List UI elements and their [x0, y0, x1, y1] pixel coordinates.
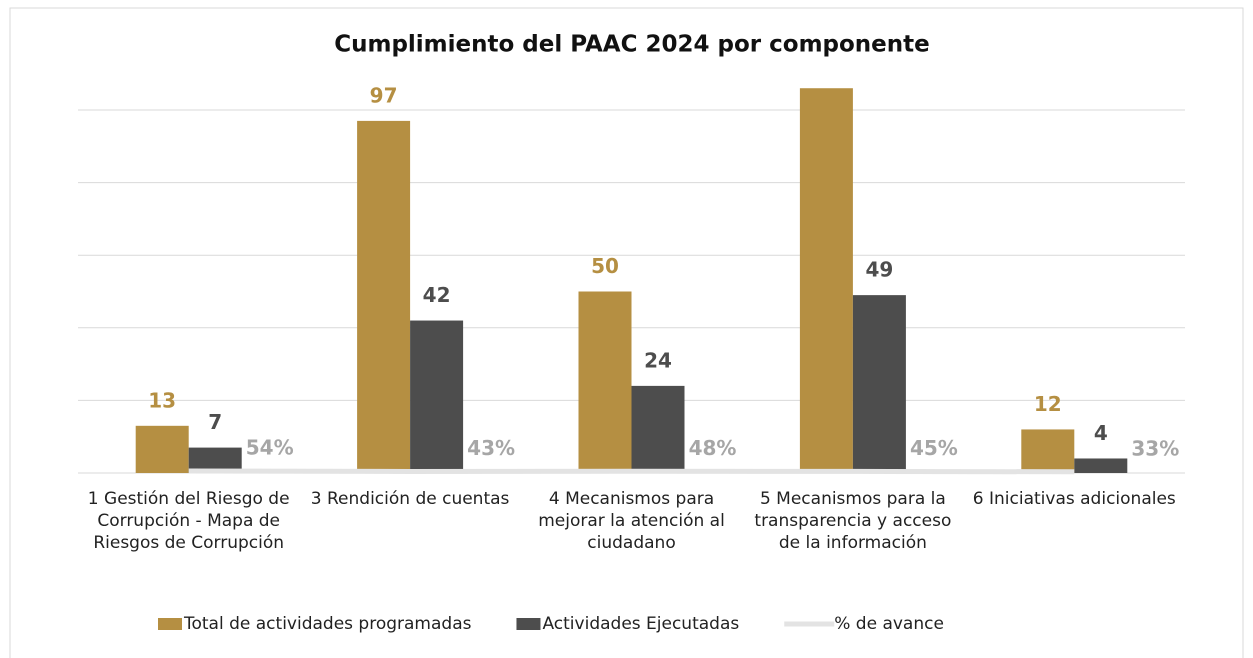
chart-title: Cumplimiento del PAAC 2024 por component…: [334, 32, 930, 58]
legend-swatch: [158, 618, 182, 630]
line: [188, 468, 1075, 475]
data-label: 97: [370, 83, 398, 107]
bar: [135, 425, 189, 473]
data-label: 49: [865, 258, 893, 282]
data-label: 48%: [689, 436, 737, 460]
bar: [1021, 429, 1075, 473]
bar: [852, 295, 906, 473]
data-label: 54%: [246, 436, 294, 460]
x-tick-label: 3 Rendición de cuentas: [310, 489, 510, 509]
bar: [799, 88, 853, 473]
bar: [1074, 458, 1128, 473]
bar: [631, 385, 685, 473]
data-label: 42: [423, 283, 451, 307]
legend-label: Actividades Ejecutadas: [542, 614, 739, 634]
data-label: 4: [1094, 421, 1108, 445]
data-label: 13: [148, 388, 176, 412]
data-label: 45%: [910, 436, 958, 460]
x-tick-label: 5 Mecanismos para la transparencia y acc…: [754, 489, 952, 553]
x-tick-label: 1 Gestión del Riesgo de Corrupción - Map…: [87, 489, 290, 553]
x-tick-label: 4 Mecanismos para mejorar la atención al…: [538, 489, 725, 553]
data-label: 12: [1034, 392, 1062, 416]
x-tick-label: 6 Iniciativas adicionales: [972, 489, 1176, 509]
bar: [578, 291, 632, 473]
data-label: 33%: [1131, 436, 1179, 460]
bar: [410, 320, 464, 473]
legend-swatch: [516, 618, 541, 630]
bar: [357, 120, 411, 473]
data-label: 24: [644, 348, 672, 372]
legend-label: Total de actividades programadas: [183, 614, 472, 634]
data-label: 43%: [467, 436, 515, 460]
data-label: 7: [208, 410, 222, 434]
legend-label: % de avance: [834, 614, 944, 634]
data-label: 50: [591, 254, 619, 278]
